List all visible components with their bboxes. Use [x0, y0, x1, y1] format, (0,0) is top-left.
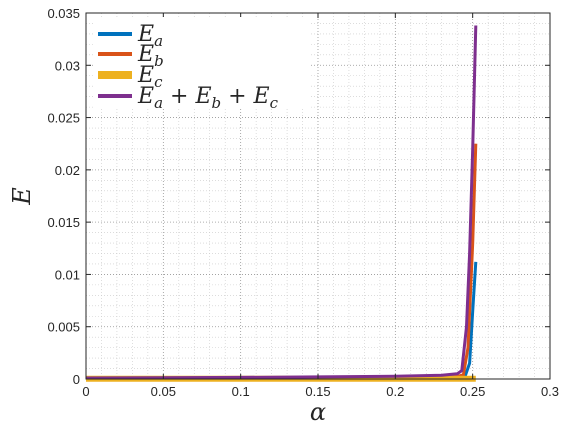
y-tick-labels: 0 0.005 0.01 0.015 0.02 0.025 0.03 0.035 [47, 6, 80, 387]
y-tick-label: 0.025 [47, 111, 80, 126]
x-tick-label: 0.25 [460, 384, 485, 399]
axis-ticks [85, 12, 551, 380]
x-tick-label: 0.05 [151, 384, 176, 399]
y-tick-label: 0.005 [47, 320, 80, 335]
y-tick-label: 0.015 [47, 215, 80, 230]
y-tick-label: 0.035 [47, 6, 80, 21]
x-tick-label: 0.15 [305, 384, 330, 399]
x-tick-labels: 0 0.05 0.1 0.15 0.2 0.25 0.3 [82, 384, 559, 399]
legend: Ea Eb Ec Ea + Eb + Ec [94, 17, 310, 112]
series-line [85, 25, 478, 380]
x-tick-label: 0.2 [386, 384, 404, 399]
x-tick-label: 0.1 [232, 384, 250, 399]
y-tick-label: 0.02 [55, 163, 80, 178]
x-axis-title: α [310, 398, 326, 426]
y-tick-label: 0 [73, 372, 80, 387]
x-tick-label: 0.3 [541, 384, 559, 399]
y-axis-title: E [8, 187, 36, 206]
x-tick-label: 0 [82, 384, 89, 399]
y-tick-label: 0.03 [55, 58, 80, 73]
y-tick-label: 0.01 [55, 267, 80, 282]
